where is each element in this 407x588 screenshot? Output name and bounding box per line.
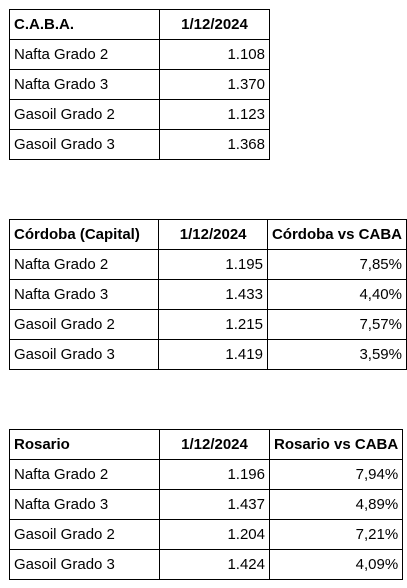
fuel-price: 1.437 [159,489,270,520]
fuel-label: Nafta Grado 2 [9,39,160,70]
region-header: Rosario [9,429,160,460]
fuel-label: Gasoil Grado 3 [8,339,160,370]
fuel-label: Nafta Grado 2 [8,249,160,280]
price-diff-pct: 7,21% [268,519,404,550]
table-row: Nafta Grado 2 1.195 7,85% [8,249,407,280]
cordoba-price-table: Córdoba (Capital) 1/12/2024 Córdoba vs C… [8,219,407,370]
price-diff-pct: 7,94% [268,459,404,490]
fuel-price: 1.419 [158,339,268,370]
region-header: C.A.B.A. [9,9,160,40]
fuel-price: 1.195 [158,249,268,280]
table-row: Gasoil Grado 3 1.419 3,59% [8,339,407,370]
table-row: Nafta Grado 3 1.370 [9,69,270,100]
table-row: Nafta Grado 3 1.433 4,40% [8,279,407,310]
fuel-price: 1.368 [159,129,270,160]
table-row: Gasoil Grado 2 1.204 7,21% [9,519,404,550]
price-diff-pct: 4,09% [268,549,404,580]
comparison-header: Rosario vs CABA [268,429,404,460]
fuel-label: Gasoil Grado 2 [9,519,160,550]
comparison-header: Córdoba vs CABA [266,219,407,250]
fuel-price: 1.424 [159,549,270,580]
fuel-price: 1.370 [159,69,270,100]
table-row: Nafta Grado 2 1.108 [9,39,270,70]
fuel-label: Nafta Grado 3 [8,279,160,310]
fuel-price: 1.215 [158,309,268,340]
table-header-row: Rosario 1/12/2024 Rosario vs CABA [9,429,404,460]
fuel-label: Nafta Grado 2 [9,459,160,490]
fuel-label: Gasoil Grado 3 [9,129,160,160]
fuel-label: Gasoil Grado 3 [9,549,160,580]
caba-price-table: C.A.B.A. 1/12/2024 Nafta Grado 2 1.108 N… [9,9,270,160]
region-header: Córdoba (Capital) [8,219,160,250]
fuel-label: Gasoil Grado 2 [9,99,160,130]
fuel-price: 1.433 [158,279,268,310]
fuel-label: Gasoil Grado 2 [8,309,160,340]
rosario-price-table: Rosario 1/12/2024 Rosario vs CABA Nafta … [9,429,404,580]
date-header: 1/12/2024 [158,219,268,250]
table-row: Gasoil Grado 3 1.424 4,09% [9,549,404,580]
fuel-price: 1.108 [159,39,270,70]
fuel-price: 1.123 [159,99,270,130]
price-diff-pct: 7,57% [266,309,407,340]
table-header-row: C.A.B.A. 1/12/2024 [9,9,270,40]
table-row: Nafta Grado 3 1.437 4,89% [9,489,404,520]
date-header: 1/12/2024 [159,429,270,460]
table-row: Nafta Grado 2 1.196 7,94% [9,459,404,490]
table-row: Gasoil Grado 2 1.123 [9,99,270,130]
price-diff-pct: 4,89% [268,489,404,520]
table-row: Gasoil Grado 2 1.215 7,57% [8,309,407,340]
price-diff-pct: 4,40% [266,279,407,310]
fuel-label: Nafta Grado 3 [9,489,160,520]
price-diff-pct: 7,85% [266,249,407,280]
fuel-label: Nafta Grado 3 [9,69,160,100]
fuel-price: 1.196 [159,459,270,490]
date-header: 1/12/2024 [159,9,270,40]
price-diff-pct: 3,59% [266,339,407,370]
table-row: Gasoil Grado 3 1.368 [9,129,270,160]
fuel-price: 1.204 [159,519,270,550]
table-header-row: Córdoba (Capital) 1/12/2024 Córdoba vs C… [8,219,407,250]
